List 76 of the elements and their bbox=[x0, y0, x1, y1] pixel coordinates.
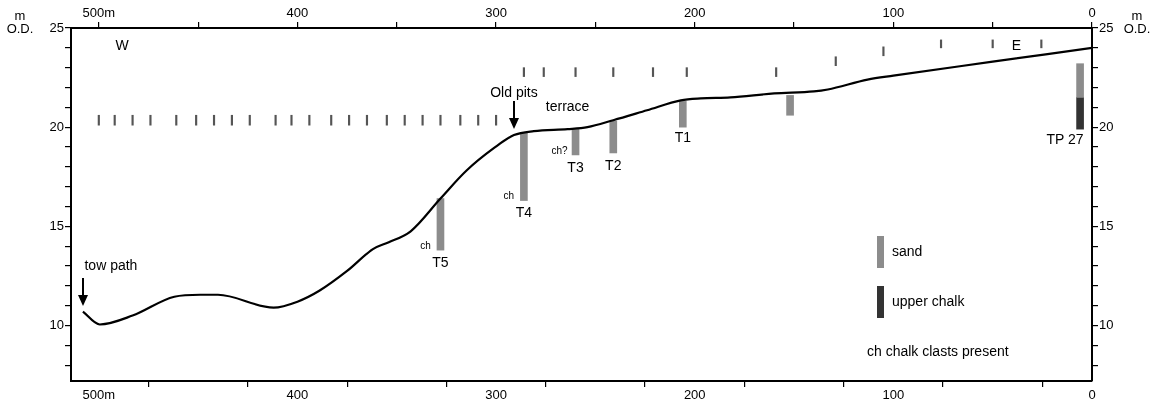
bar bbox=[522, 67, 525, 77]
bar bbox=[131, 114, 134, 126]
x2-tick-label: 100 bbox=[882, 4, 905, 20]
bar bbox=[786, 95, 794, 116]
annotation: terrace bbox=[545, 98, 590, 114]
annotation: TP 27 bbox=[1046, 131, 1084, 147]
bar bbox=[403, 114, 406, 126]
bar bbox=[149, 114, 152, 126]
annotation: ch bbox=[420, 239, 431, 251]
bar bbox=[308, 114, 311, 126]
bar bbox=[348, 114, 351, 126]
x-tick-label: 200 bbox=[683, 387, 706, 403]
annotation: T1 bbox=[674, 129, 692, 146]
annotation: E bbox=[1011, 37, 1022, 54]
bar bbox=[775, 67, 778, 77]
annotation: tow path bbox=[84, 257, 138, 274]
bar bbox=[459, 114, 462, 126]
bar bbox=[678, 101, 687, 128]
bar bbox=[651, 67, 655, 77]
bar bbox=[542, 67, 545, 77]
x2-tick-label: 500m bbox=[82, 4, 116, 20]
bar bbox=[520, 132, 528, 201]
bar bbox=[574, 67, 577, 77]
annotation: W bbox=[115, 37, 130, 54]
x2-tick-label: 400 bbox=[286, 4, 309, 20]
x-tick-label: 300 bbox=[485, 387, 507, 403]
y-tick-label: 25 bbox=[49, 19, 64, 35]
y2-tick-label: 15 bbox=[1099, 217, 1114, 233]
bar bbox=[385, 114, 388, 126]
y-tick-label: 10 bbox=[49, 317, 64, 333]
bar bbox=[834, 56, 837, 67]
bar bbox=[212, 114, 216, 126]
x-tick-label: 0 bbox=[1088, 387, 1096, 403]
y2-axis-title: m O.D. bbox=[1123, 7, 1151, 36]
y-axis-title: m O.D. bbox=[6, 7, 34, 36]
x2-tick-label: 0 bbox=[1088, 4, 1096, 20]
bar bbox=[1076, 63, 1084, 98]
bar bbox=[882, 46, 885, 57]
y2-tick-label: 25 bbox=[1099, 19, 1114, 35]
bar bbox=[248, 114, 251, 126]
annotation: ch bbox=[503, 190, 515, 202]
annotation: T5 bbox=[432, 253, 449, 270]
bar bbox=[685, 67, 688, 77]
x-tick-label: 400 bbox=[286, 387, 309, 403]
bar bbox=[477, 114, 480, 126]
bar bbox=[290, 114, 293, 126]
bar bbox=[274, 114, 277, 126]
y-tick-label: 15 bbox=[49, 217, 64, 233]
bar bbox=[175, 114, 178, 126]
annotation: ch chalk clasts present bbox=[867, 342, 1009, 359]
y-tick-label: 20 bbox=[49, 118, 64, 134]
annotation: T2 bbox=[605, 156, 622, 173]
bar bbox=[365, 114, 369, 126]
bar bbox=[421, 114, 424, 126]
x-tick-label: 500m bbox=[82, 387, 116, 403]
bar bbox=[330, 114, 333, 126]
bar bbox=[609, 120, 618, 154]
annotation: ch? bbox=[551, 144, 569, 156]
bar bbox=[495, 114, 498, 126]
y2-tick-label: 20 bbox=[1099, 118, 1114, 134]
x-tick-label: 100 bbox=[882, 387, 905, 403]
x2-tick-label: 300 bbox=[485, 4, 507, 20]
bar bbox=[439, 114, 442, 126]
y2-tick-label: 10 bbox=[1099, 317, 1114, 333]
legend-label: upper chalk bbox=[892, 292, 966, 309]
annotation: Old pits bbox=[490, 83, 538, 100]
x2-tick-label: 200 bbox=[683, 4, 706, 20]
annotation: T4 bbox=[515, 204, 533, 221]
bar bbox=[113, 114, 116, 126]
annotation: T3 bbox=[567, 158, 584, 175]
legend-label: sand bbox=[892, 242, 923, 259]
bar bbox=[1076, 97, 1084, 130]
bar bbox=[195, 114, 198, 126]
bar bbox=[230, 114, 233, 126]
bar bbox=[97, 114, 100, 126]
bar bbox=[612, 67, 615, 77]
